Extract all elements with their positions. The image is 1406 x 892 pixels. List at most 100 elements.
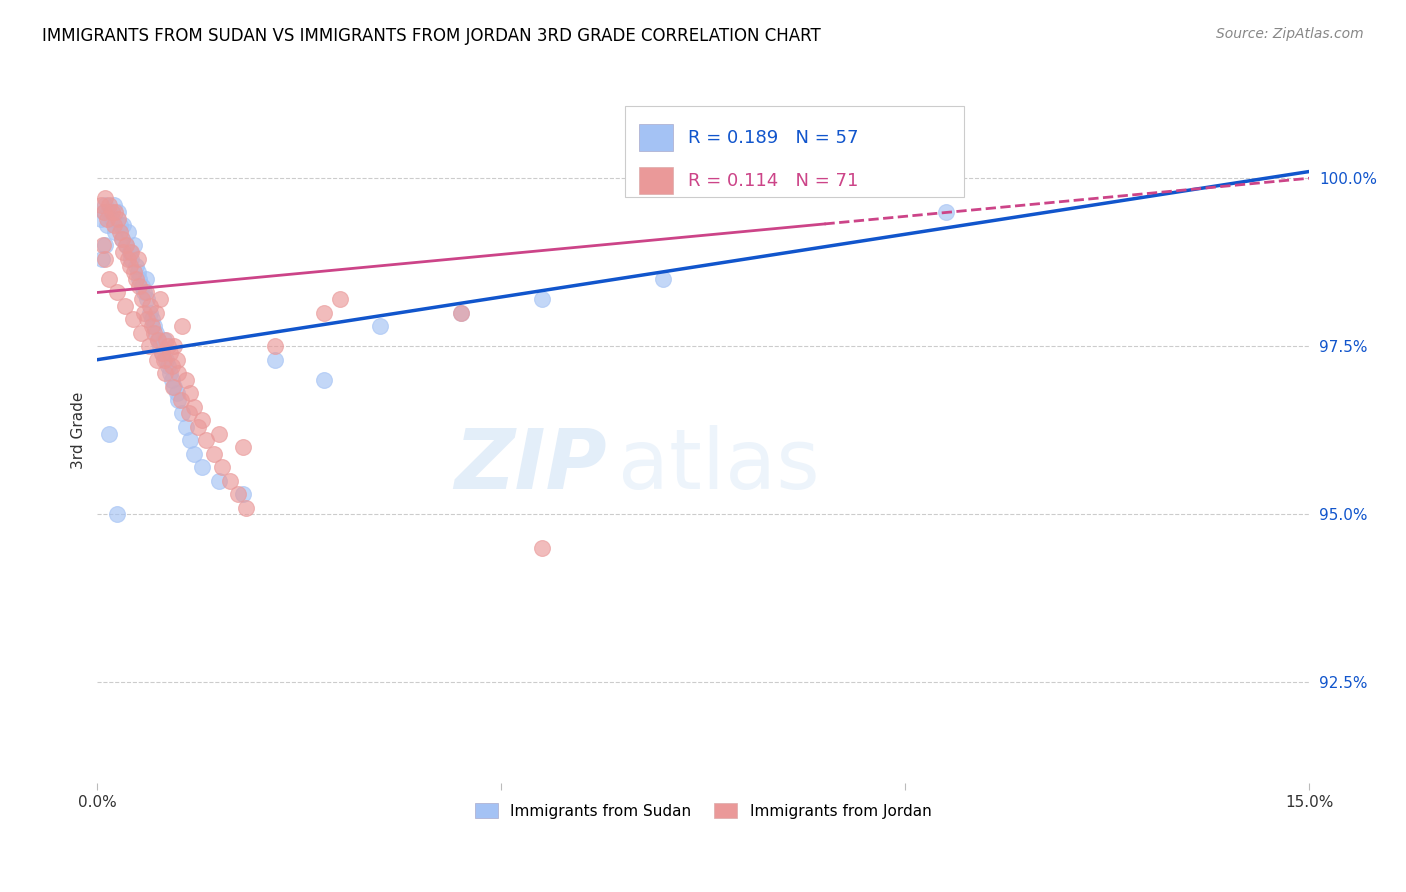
Point xyxy=(155,366,177,380)
Point xyxy=(329,292,352,306)
Point xyxy=(125,259,148,273)
Point xyxy=(93,204,115,219)
Bar xyxy=(640,124,673,151)
Text: Source: ZipAtlas.com: Source: ZipAtlas.com xyxy=(1216,27,1364,41)
Point xyxy=(122,238,145,252)
Point xyxy=(105,508,128,522)
Point xyxy=(935,204,957,219)
Point xyxy=(128,278,150,293)
Point xyxy=(163,379,186,393)
Point xyxy=(101,204,124,219)
Point xyxy=(157,339,180,353)
Point xyxy=(110,232,132,246)
Point xyxy=(120,252,142,266)
Point xyxy=(264,352,287,367)
Point xyxy=(112,245,135,260)
Point xyxy=(264,339,287,353)
Point xyxy=(93,238,115,252)
Point xyxy=(114,238,136,252)
Point xyxy=(172,319,194,334)
Point xyxy=(211,460,233,475)
Point xyxy=(232,440,254,454)
Point xyxy=(93,204,115,219)
Point xyxy=(98,204,121,219)
Point xyxy=(149,339,172,353)
Point xyxy=(312,305,335,319)
Point xyxy=(118,245,141,260)
Point xyxy=(146,352,169,367)
Point xyxy=(91,252,114,266)
Point xyxy=(112,219,135,233)
Point xyxy=(96,211,118,226)
Point xyxy=(139,299,162,313)
Text: atlas: atlas xyxy=(619,425,820,506)
Point xyxy=(97,272,120,286)
Point xyxy=(149,292,172,306)
Point xyxy=(202,447,225,461)
Point xyxy=(127,265,149,279)
Point xyxy=(160,373,183,387)
Point xyxy=(104,204,127,219)
Point xyxy=(312,373,335,387)
Point xyxy=(194,434,217,448)
Point xyxy=(368,319,391,334)
Y-axis label: 3rd Grade: 3rd Grade xyxy=(72,392,86,469)
Point xyxy=(160,359,183,374)
Point xyxy=(118,259,141,273)
Legend: Immigrants from Sudan, Immigrants from Jordan: Immigrants from Sudan, Immigrants from J… xyxy=(470,797,938,825)
Point xyxy=(101,211,124,226)
Point xyxy=(530,541,553,555)
Text: IMMIGRANTS FROM SUDAN VS IMMIGRANTS FROM JORDAN 3RD GRADE CORRELATION CHART: IMMIGRANTS FROM SUDAN VS IMMIGRANTS FROM… xyxy=(42,27,821,45)
Point xyxy=(110,232,132,246)
Point xyxy=(131,292,153,306)
Point xyxy=(98,198,121,212)
Point xyxy=(120,245,142,260)
Point xyxy=(145,326,167,340)
Point xyxy=(167,392,190,407)
Point xyxy=(150,346,173,360)
Point xyxy=(117,225,139,239)
Point xyxy=(146,333,169,347)
Point xyxy=(530,292,553,306)
Point xyxy=(127,252,149,266)
Point xyxy=(150,346,173,360)
Point xyxy=(166,386,188,401)
Point xyxy=(207,426,229,441)
Point xyxy=(183,400,205,414)
Point xyxy=(135,272,157,286)
Point xyxy=(136,292,159,306)
Point xyxy=(172,406,194,420)
Point xyxy=(218,474,240,488)
Point xyxy=(651,272,673,286)
Point xyxy=(142,319,165,334)
Point xyxy=(134,305,156,319)
Point xyxy=(159,366,181,380)
Point xyxy=(117,252,139,266)
Point xyxy=(186,420,208,434)
Bar xyxy=(624,105,965,197)
Point xyxy=(97,426,120,441)
Point xyxy=(107,204,129,219)
Point xyxy=(105,285,128,300)
Point xyxy=(108,225,131,239)
Point xyxy=(114,238,136,252)
Point xyxy=(155,352,177,367)
Point xyxy=(94,191,117,205)
Text: R = 0.189   N = 57: R = 0.189 N = 57 xyxy=(688,128,858,147)
Point xyxy=(170,392,193,407)
Point xyxy=(96,219,118,233)
Point xyxy=(141,312,163,326)
Point xyxy=(179,434,201,448)
Bar xyxy=(640,168,673,194)
Point xyxy=(166,352,188,367)
Point xyxy=(152,352,174,367)
Point xyxy=(450,305,472,319)
Point xyxy=(129,326,152,340)
Point xyxy=(450,305,472,319)
Point xyxy=(90,198,112,212)
Point xyxy=(167,366,190,380)
Point xyxy=(191,413,214,427)
Point xyxy=(122,265,145,279)
Point xyxy=(142,326,165,340)
Point xyxy=(207,474,229,488)
